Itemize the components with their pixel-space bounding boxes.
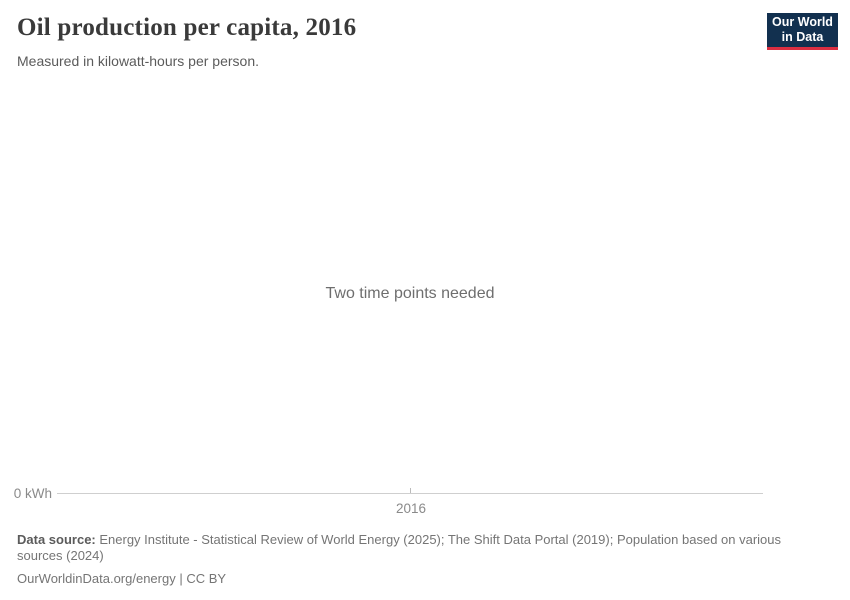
- owid-url-link[interactable]: OurWorldinData.org/energy: [17, 571, 176, 586]
- empty-state-message: Two time points needed: [325, 285, 495, 302]
- license-link[interactable]: CC BY: [186, 571, 227, 586]
- owid-logo[interactable]: Our World in Data: [767, 13, 838, 50]
- y-axis-zero-label: 0 kWh: [13, 486, 52, 501]
- x-axis-line: [57, 493, 763, 494]
- chart-subtitle: Measured in kilowatt-hours per person.: [17, 53, 260, 69]
- owid-logo-line1: Our World: [772, 15, 833, 29]
- x-axis-tick-label: 2016: [395, 501, 427, 516]
- x-axis-tick: [410, 488, 411, 493]
- chart-title: Oil production per capita, 2016: [17, 14, 357, 41]
- owid-logo-line2: in Data: [781, 30, 824, 44]
- chart-footer: Data source: Energy Institute - Statisti…: [17, 532, 817, 587]
- footer-link-line: OurWorldinData.org/energy | CC BY: [17, 571, 817, 587]
- footer-separator: |: [175, 571, 187, 586]
- data-source-label: Data source:: [17, 532, 96, 547]
- data-source-line: Data source: Energy Institute - Statisti…: [17, 532, 817, 564]
- data-source-text: Energy Institute - Statistical Review of…: [17, 532, 782, 563]
